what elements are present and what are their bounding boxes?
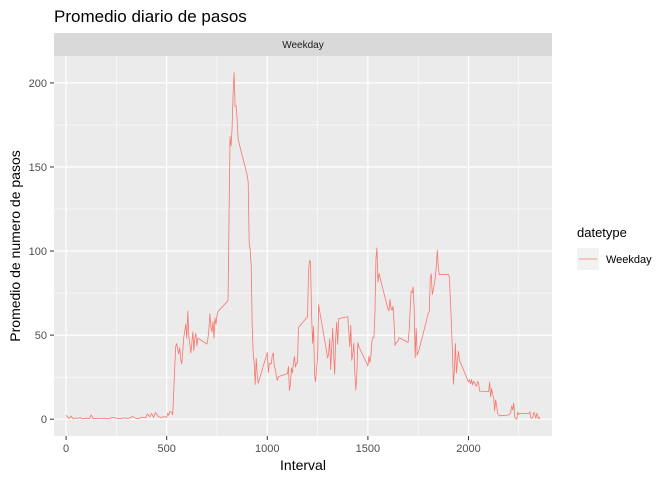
chart-title: Promedio diario de pasos [54, 7, 247, 26]
series-line-weekday [65, 72, 541, 420]
y-tick-label: 0 [41, 414, 47, 426]
facet-strip [54, 33, 552, 56]
axis-ticks: 0 500 1000 1500 2000 0 50 100 150 200 [29, 78, 481, 455]
legend-label-weekday: Weekday [606, 254, 652, 266]
y-tick-label: 100 [29, 246, 47, 258]
plot-panel [54, 56, 552, 436]
x-tick-label: 1000 [255, 443, 279, 455]
legend: datetype Weekday [577, 225, 652, 270]
x-tick-label: 500 [157, 443, 175, 455]
x-tick-label: 1500 [356, 443, 380, 455]
grid-lines [54, 56, 552, 436]
x-tick-label: 2000 [456, 443, 480, 455]
y-tick-label: 50 [35, 330, 47, 342]
x-axis-title: Interval [280, 457, 326, 473]
x-tick-label: 0 [63, 443, 69, 455]
series-layer [65, 72, 541, 420]
legend-title: datetype [577, 225, 627, 240]
facet-strip-label: Weekday [282, 40, 324, 51]
y-tick-label: 150 [29, 162, 47, 174]
y-tick-label: 200 [29, 78, 47, 90]
y-axis-title: Promedio de numero de pasos [7, 150, 23, 341]
